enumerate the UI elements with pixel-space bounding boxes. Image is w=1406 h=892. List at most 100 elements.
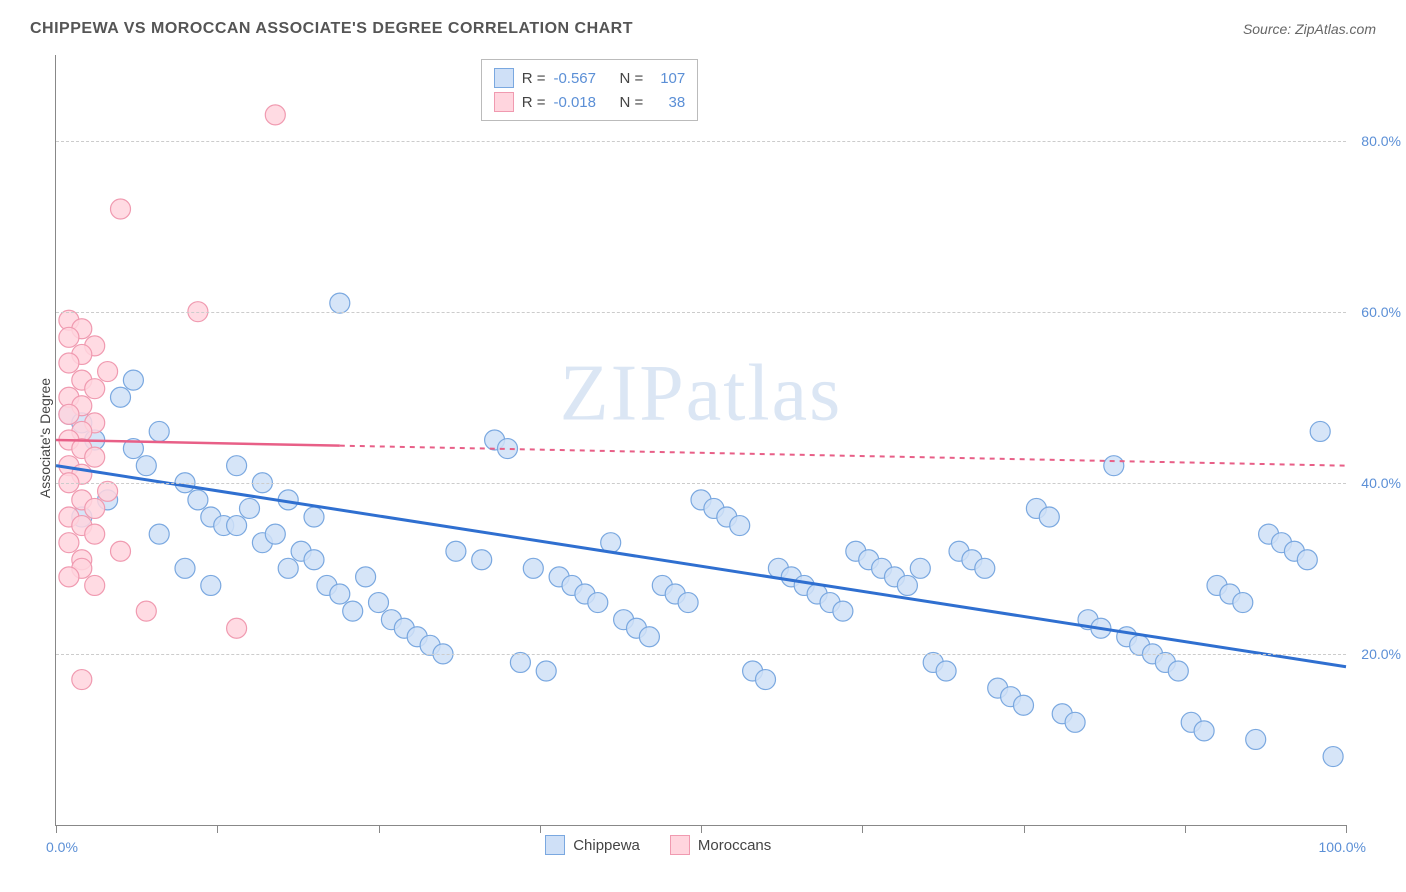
x-tick <box>862 825 863 833</box>
scatter-point <box>730 516 750 536</box>
scatter-point <box>278 558 298 578</box>
scatter-point <box>304 550 324 570</box>
scatter-point <box>356 567 376 587</box>
x-tick <box>56 825 57 833</box>
scatter-point <box>111 541 131 561</box>
x-tick-label-min: 0.0% <box>46 839 78 855</box>
scatter-point <box>897 575 917 595</box>
scatter-point <box>472 550 492 570</box>
scatter-point <box>85 379 105 399</box>
scatter-point <box>330 584 350 604</box>
scatter-point <box>72 670 92 690</box>
scatter-point <box>59 353 79 373</box>
scatter-point <box>1104 456 1124 476</box>
gridline <box>56 483 1346 484</box>
x-tick <box>1346 825 1347 833</box>
scatter-point <box>1310 421 1330 441</box>
scatter-point <box>59 404 79 424</box>
legend-r-label: R = <box>522 94 546 111</box>
scatter-point <box>1194 721 1214 741</box>
legend-swatch <box>494 92 514 112</box>
y-tick-label: 20.0% <box>1361 646 1401 662</box>
series-legend-label: Chippewa <box>573 837 640 854</box>
series-legend: Chippewa Moroccans <box>545 835 771 855</box>
scatter-point <box>265 105 285 125</box>
x-tick <box>217 825 218 833</box>
scatter-point <box>98 481 118 501</box>
plot-area: ZIPatlas 20.0%40.0%60.0%80.0%0.0%100.0% <box>55 55 1346 826</box>
gridline <box>56 141 1346 142</box>
scatter-point <box>85 524 105 544</box>
scatter-point <box>369 593 389 613</box>
trend-line-extrapolated <box>340 446 1346 466</box>
scatter-point <box>85 498 105 518</box>
series-legend-item: Chippewa <box>545 835 640 855</box>
scatter-point <box>1168 661 1188 681</box>
chart-source: Source: ZipAtlas.com <box>1243 21 1376 37</box>
legend-r-label: R = <box>522 70 546 87</box>
scatter-point <box>123 370 143 390</box>
y-tick-label: 60.0% <box>1361 304 1401 320</box>
gridline <box>56 312 1346 313</box>
x-tick <box>1024 825 1025 833</box>
legend-row: R =-0.567N =107 <box>494 66 686 90</box>
chart-svg <box>56 55 1346 825</box>
scatter-point <box>975 558 995 578</box>
scatter-point <box>1065 712 1085 732</box>
scatter-point <box>240 498 260 518</box>
x-tick <box>701 825 702 833</box>
scatter-point <box>265 524 285 544</box>
y-tick-label: 80.0% <box>1361 133 1401 149</box>
legend-swatch <box>670 835 690 855</box>
scatter-point <box>588 593 608 613</box>
scatter-point <box>59 567 79 587</box>
scatter-point <box>343 601 363 621</box>
scatter-point <box>201 575 221 595</box>
y-axis-label: Associate's Degree <box>37 363 53 513</box>
legend-n-label: N = <box>619 70 643 87</box>
scatter-point <box>536 661 556 681</box>
x-tick-label-max: 100.0% <box>1319 839 1366 855</box>
scatter-point <box>59 327 79 347</box>
scatter-point <box>1014 695 1034 715</box>
legend-swatch <box>494 68 514 88</box>
scatter-point <box>59 533 79 553</box>
scatter-point <box>1297 550 1317 570</box>
legend-r-value: -0.018 <box>553 94 611 111</box>
x-tick <box>540 825 541 833</box>
scatter-point <box>111 199 131 219</box>
scatter-point <box>330 293 350 313</box>
x-tick <box>1185 825 1186 833</box>
scatter-point <box>756 670 776 690</box>
chart-header: CHIPPEWA VS MOROCCAN ASSOCIATE'S DEGREE … <box>30 20 1376 38</box>
scatter-point <box>227 516 247 536</box>
legend-row: R =-0.018N =38 <box>494 90 686 114</box>
scatter-point <box>149 524 169 544</box>
y-tick-label: 40.0% <box>1361 475 1401 491</box>
scatter-point <box>85 447 105 467</box>
scatter-point <box>678 593 698 613</box>
chart-title: CHIPPEWA VS MOROCCAN ASSOCIATE'S DEGREE … <box>30 20 633 38</box>
scatter-point <box>910 558 930 578</box>
scatter-point <box>175 558 195 578</box>
legend-n-label: N = <box>619 94 643 111</box>
scatter-point <box>149 421 169 441</box>
scatter-point <box>98 362 118 382</box>
scatter-point <box>1039 507 1059 527</box>
scatter-point <box>136 601 156 621</box>
scatter-point <box>1323 747 1343 767</box>
scatter-point <box>136 456 156 476</box>
scatter-point <box>85 575 105 595</box>
scatter-point <box>111 387 131 407</box>
x-tick <box>379 825 380 833</box>
scatter-point <box>1233 593 1253 613</box>
series-legend-item: Moroccans <box>670 835 771 855</box>
series-legend-label: Moroccans <box>698 837 771 854</box>
scatter-point <box>936 661 956 681</box>
scatter-point <box>227 456 247 476</box>
scatter-point <box>304 507 324 527</box>
correlation-legend: R =-0.567N =107R =-0.018N =38 <box>481 59 699 121</box>
scatter-point <box>523 558 543 578</box>
scatter-point <box>446 541 466 561</box>
scatter-point <box>188 490 208 510</box>
